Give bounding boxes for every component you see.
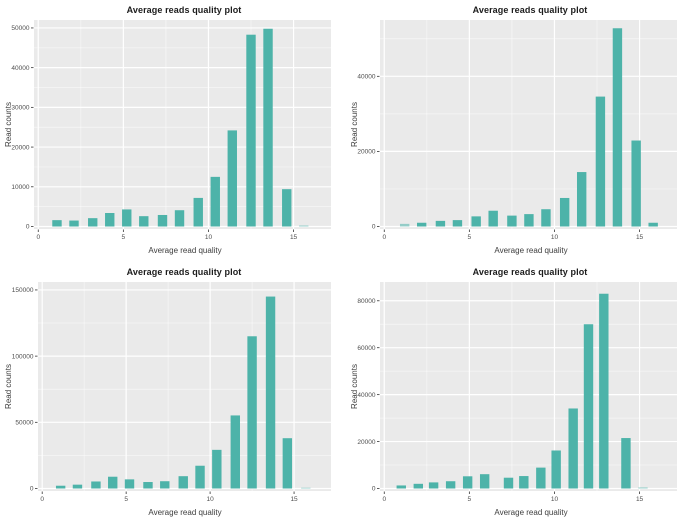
x-axis-label: Average read quality: [494, 246, 568, 255]
x-axis-label: Average read quality: [494, 508, 568, 517]
svg-text:10: 10: [206, 496, 214, 503]
chart-title: Average reads quality plot: [126, 267, 242, 277]
svg-text:0: 0: [26, 224, 30, 231]
svg-text:40000: 40000: [357, 392, 375, 399]
svg-text:10: 10: [551, 496, 559, 503]
svg-text:5: 5: [468, 496, 472, 503]
y-axis-label: Read counts: [3, 102, 13, 147]
svg-text:20000: 20000: [357, 439, 375, 446]
svg-text:5: 5: [124, 496, 128, 503]
chart-bottom-right: 0 5 10 15 0 20000 40000 60000 80000 Average read…: [346, 262, 692, 524]
plot-area: 0 5 10 15 0 20000 40000: [357, 20, 677, 241]
svg-text:20000: 20000: [11, 144, 29, 151]
svg-text:15: 15: [636, 496, 644, 503]
svg-text:50000: 50000: [15, 420, 33, 427]
y-axis-label: Read counts: [349, 364, 359, 409]
svg-text:0: 0: [36, 234, 40, 241]
svg-text:80000: 80000: [357, 298, 375, 305]
svg-text:10: 10: [551, 234, 559, 241]
svg-text:10: 10: [205, 234, 213, 241]
svg-text:40000: 40000: [11, 65, 29, 72]
chart-bottom-left: 0 5 10 15 0 50000 100000 150000 Average reads q…: [0, 262, 346, 524]
svg-text:15: 15: [290, 496, 298, 503]
svg-text:15: 15: [290, 234, 298, 241]
plot-area: 0 5 10 15 0 20000 40000 60000 80000: [357, 282, 677, 503]
svg-text:40000: 40000: [357, 74, 375, 81]
y-axis-label: Read counts: [349, 102, 359, 147]
svg-text:20000: 20000: [357, 149, 375, 156]
svg-text:5: 5: [122, 234, 126, 241]
svg-text:0: 0: [382, 234, 386, 241]
chart-top-left: 0 5 10 15 0 10000 20000 30000 40000 50000 Average…: [0, 0, 346, 262]
svg-text:0: 0: [382, 496, 386, 503]
plot-area: 0 5 10 15 0 50000 100000 150000: [12, 282, 331, 503]
svg-text:50000: 50000: [11, 25, 29, 32]
svg-text:15: 15: [636, 234, 644, 241]
svg-text:30000: 30000: [11, 105, 29, 112]
svg-text:0: 0: [372, 486, 376, 493]
svg-text:5: 5: [468, 234, 472, 241]
svg-text:100000: 100000: [12, 353, 34, 360]
svg-text:0: 0: [40, 496, 44, 503]
svg-text:0: 0: [372, 224, 376, 231]
chart-top-right: 0 5 10 15 0 20000 40000 Average reads quality …: [346, 0, 692, 262]
chart-title: Average reads quality plot: [472, 5, 588, 15]
chart-title: Average reads quality plot: [472, 267, 588, 277]
y-axis-label: Read counts: [3, 364, 13, 409]
svg-text:150000: 150000: [12, 287, 34, 294]
svg-text:0: 0: [30, 486, 34, 493]
x-axis-label: Average read quality: [148, 246, 222, 255]
plot-area: 0 5 10 15 0 10000 20000 30000 40000 50000: [11, 20, 331, 241]
svg-text:60000: 60000: [357, 345, 375, 352]
chart-title: Average reads quality plot: [126, 5, 242, 15]
svg-text:10000: 10000: [11, 184, 29, 191]
x-axis-label: Average read quality: [148, 508, 222, 517]
